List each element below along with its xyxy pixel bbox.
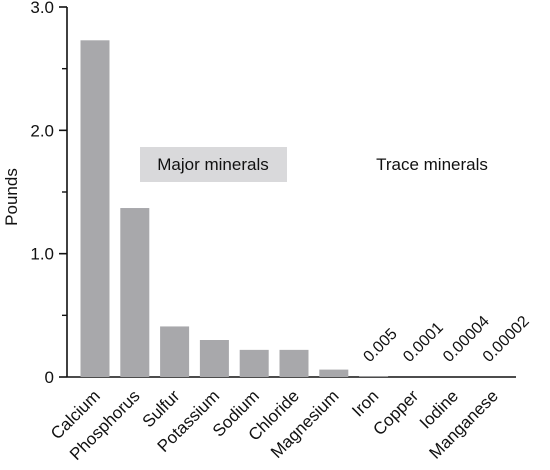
y-tick-label: 1.0: [30, 245, 54, 264]
major-minerals-label-box: [140, 147, 287, 182]
bar-magnesium: [319, 369, 349, 377]
category-label-iron: Iron: [348, 386, 382, 420]
y-tick-label: 3.0: [30, 0, 54, 17]
bar-calcium: [80, 40, 110, 378]
major-minerals-label: Major minerals: [157, 155, 268, 174]
bars: [80, 40, 508, 378]
bar-sulfur: [160, 326, 190, 377]
value-label-copper: 0.0001: [400, 319, 447, 366]
category-labels: CalciumPhosphorusSulfurPotassiumSodiumCh…: [47, 386, 502, 464]
y-axis-title: Pounds: [2, 168, 21, 226]
bar-potassium: [199, 340, 229, 377]
bar-chloride: [279, 349, 309, 377]
y-tick-label: 0: [45, 368, 54, 387]
bar-sodium: [239, 349, 269, 377]
value-label-iron: 0.005: [360, 325, 400, 365]
major-minerals-label-group: Major minerals: [140, 147, 287, 182]
category-label-copper: Copper: [369, 386, 422, 439]
bar-iron: [359, 376, 389, 377]
trace-minerals-label: Trace minerals: [376, 155, 488, 174]
y-ticks: 0 1.0 2.0 3.0: [30, 0, 67, 387]
bar-phosphorus: [120, 208, 150, 377]
y-tick-label: 2.0: [30, 121, 54, 140]
